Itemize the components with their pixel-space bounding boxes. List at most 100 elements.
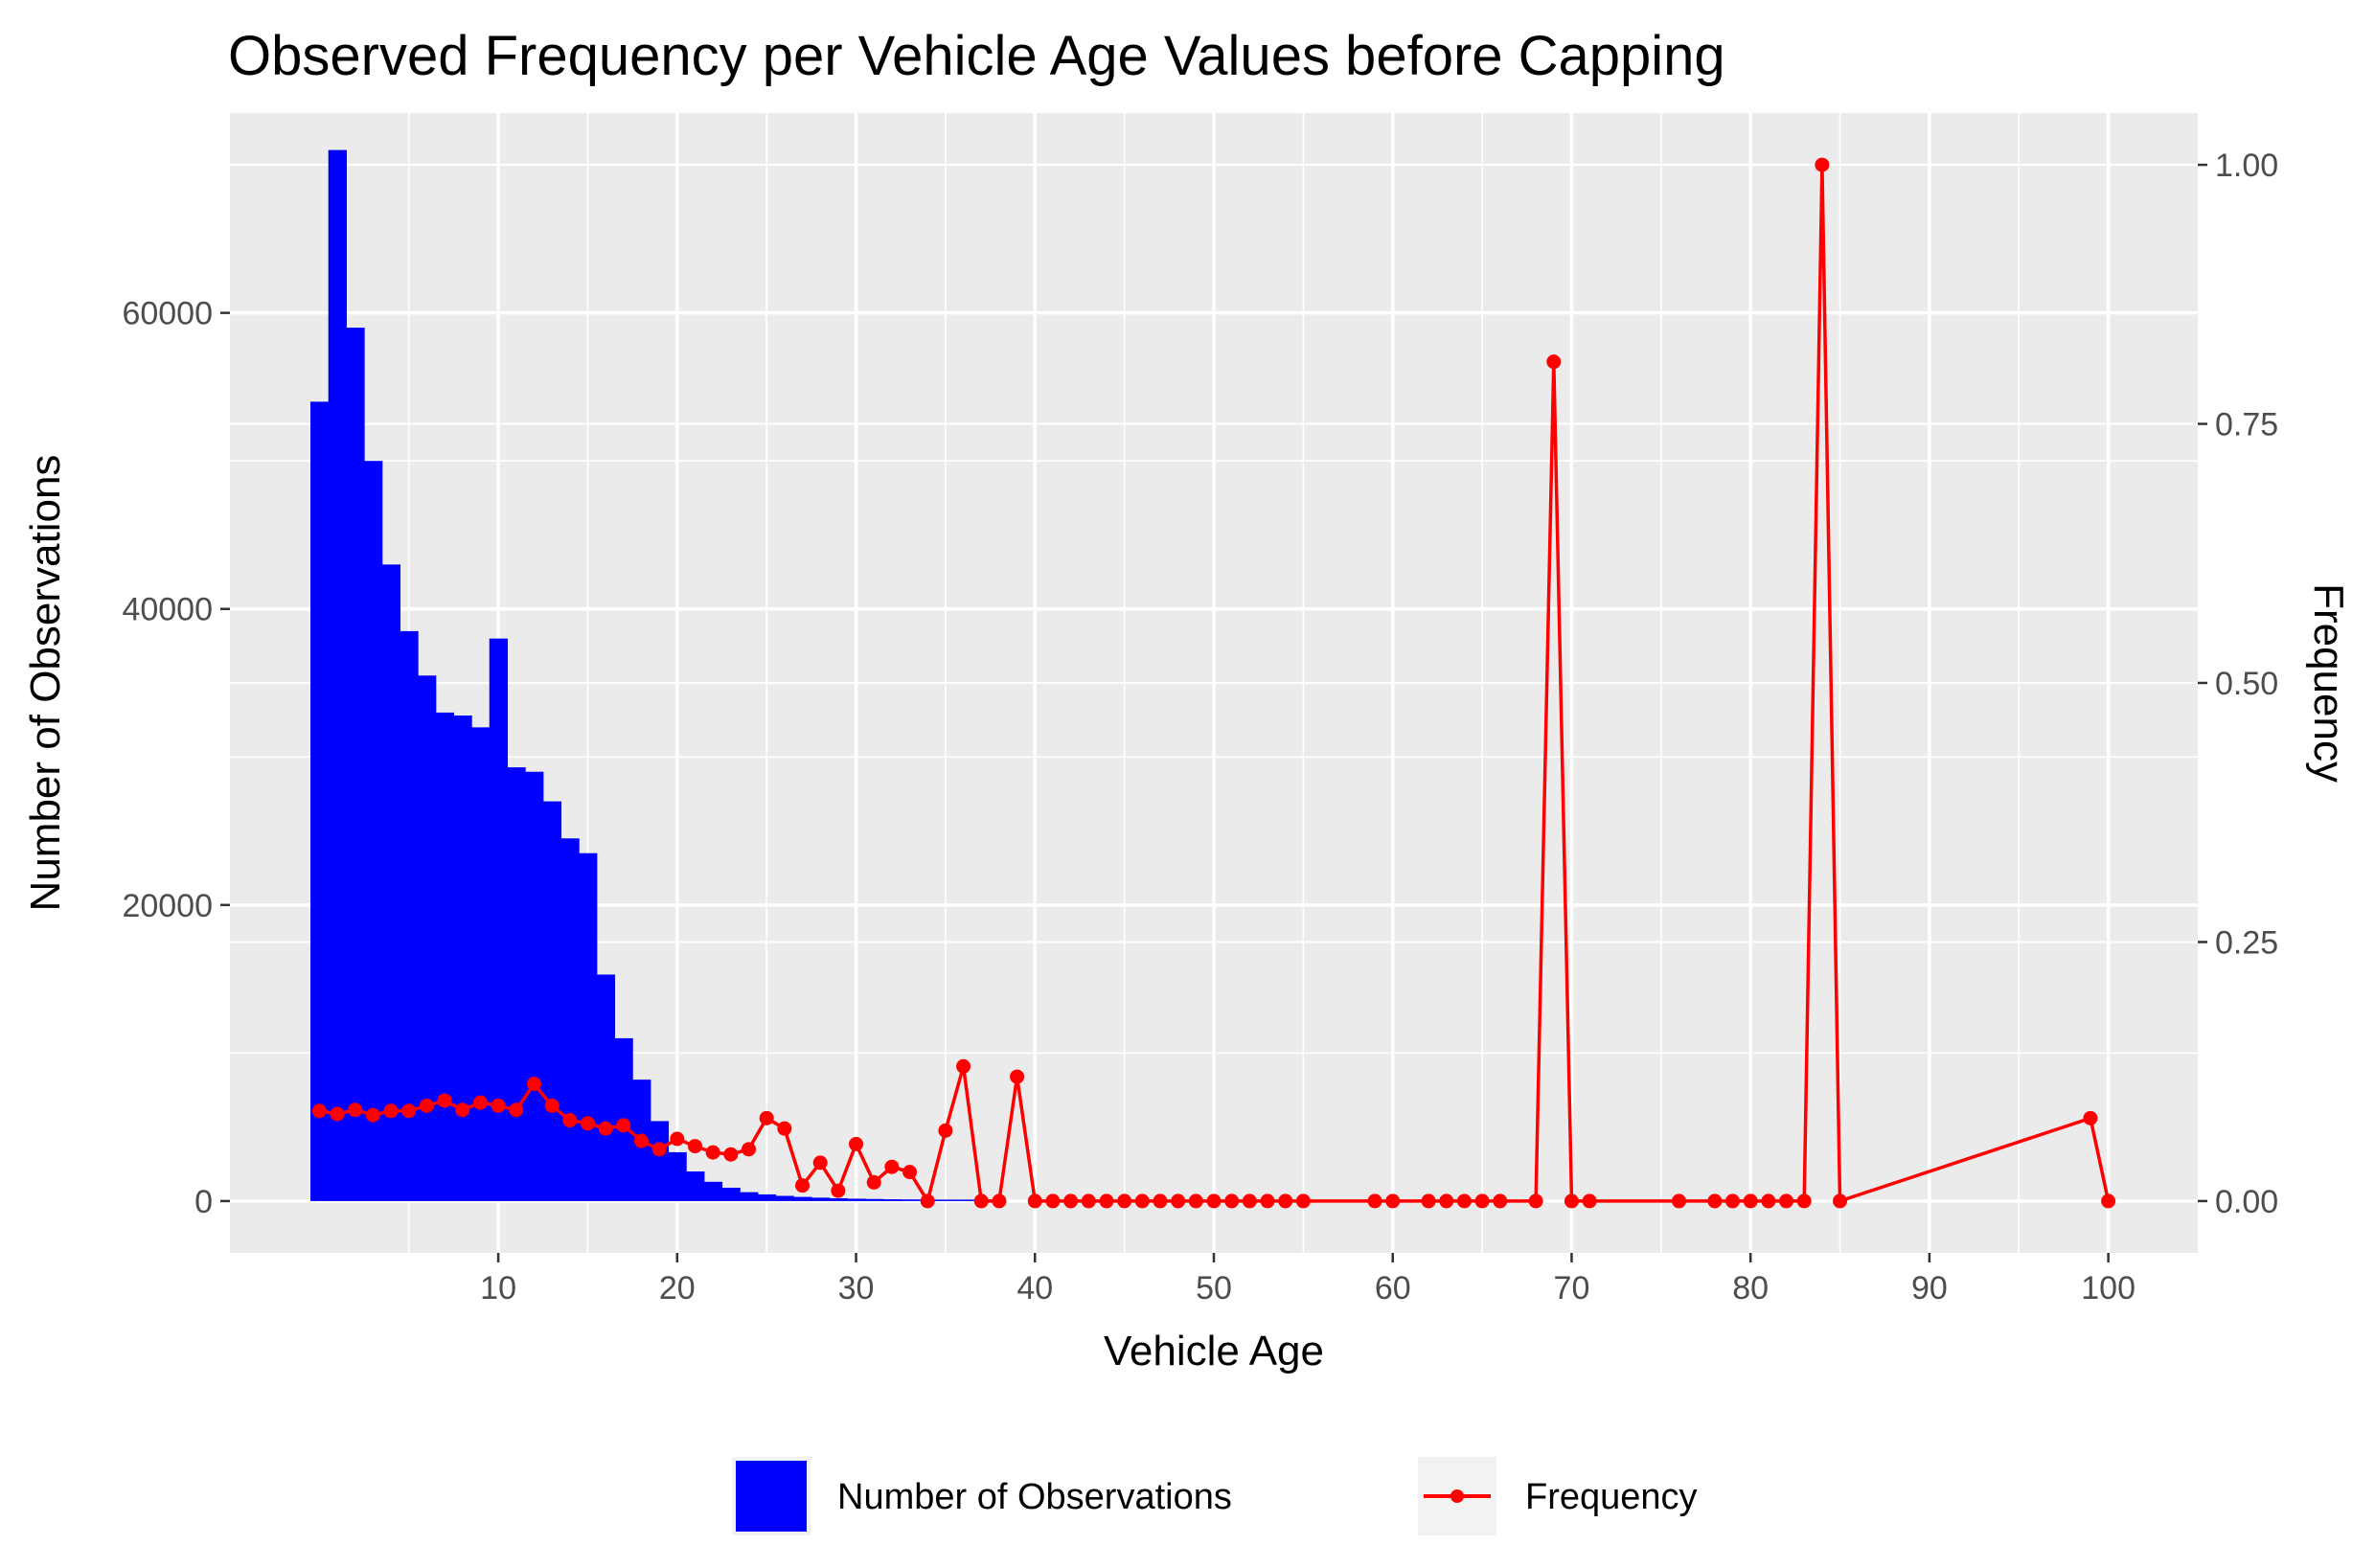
frequency-point xyxy=(742,1142,757,1157)
legend-label-observations: Number of Observations xyxy=(837,1477,1232,1517)
frequency-point xyxy=(1385,1193,1401,1209)
frequency-point xyxy=(365,1107,380,1123)
x-axis-title: Vehicle Age xyxy=(1104,1328,1324,1375)
bar xyxy=(721,1188,741,1201)
x-tick-label: 10 xyxy=(480,1270,516,1307)
frequency-point xyxy=(992,1193,1007,1209)
axes: 10 20 30 40 50 60 70 80 90 100 0 20000 40000 60000 0.0… xyxy=(122,148,2278,1307)
frequency-point xyxy=(1582,1193,1597,1209)
bar xyxy=(775,1195,794,1201)
y-left-tick-label: 0 xyxy=(194,1184,213,1220)
frequency-point xyxy=(831,1183,846,1198)
frequency-point xyxy=(1439,1193,1454,1209)
bar xyxy=(453,716,472,1201)
frequency-point xyxy=(1295,1193,1311,1209)
frequency-point xyxy=(1564,1193,1579,1209)
legend-key-frequency-point xyxy=(1450,1489,1464,1503)
frequency-point xyxy=(1188,1193,1203,1209)
chart-title: Observed Frequency per Vehicle Age Value… xyxy=(228,25,1725,87)
y-right-tick-label: 0.00 xyxy=(2215,1184,2278,1220)
bar xyxy=(489,638,509,1201)
frequency-point xyxy=(777,1121,792,1136)
frequency-point xyxy=(1260,1193,1275,1209)
frequency-point xyxy=(902,1165,918,1180)
bar xyxy=(954,1199,973,1201)
frequency-point xyxy=(1206,1193,1222,1209)
frequency-point xyxy=(687,1139,702,1154)
y-axis-right-title: Frequency xyxy=(2305,583,2352,783)
y-right-tick-label: 0.50 xyxy=(2215,666,2278,702)
frequency-point xyxy=(1367,1193,1382,1209)
bar xyxy=(936,1199,955,1201)
x-tick-label: 60 xyxy=(1375,1270,1411,1307)
bar xyxy=(882,1199,902,1201)
x-tick-label: 30 xyxy=(838,1270,875,1307)
x-tick-label: 50 xyxy=(1196,1270,1232,1307)
y-right-tick-label: 0.75 xyxy=(2215,407,2278,443)
x-tick-label: 70 xyxy=(1554,1270,1590,1307)
bar xyxy=(579,852,598,1201)
frequency-point xyxy=(1117,1193,1132,1209)
frequency-point xyxy=(455,1102,470,1118)
bar xyxy=(703,1181,723,1201)
bar xyxy=(310,401,330,1201)
frequency-point xyxy=(633,1133,649,1148)
frequency-point xyxy=(472,1095,488,1110)
bar xyxy=(560,838,580,1201)
frequency-point xyxy=(311,1103,327,1119)
frequency-point xyxy=(866,1174,881,1190)
frequency-point xyxy=(437,1093,452,1108)
frequency-point xyxy=(1493,1193,1508,1209)
frequency-point xyxy=(419,1098,434,1113)
frequency-point xyxy=(348,1102,363,1118)
frequency-point xyxy=(723,1147,739,1162)
frequency-point xyxy=(849,1136,864,1151)
frequency-point xyxy=(509,1102,524,1118)
x-tick-label: 80 xyxy=(1732,1270,1769,1307)
frequency-point xyxy=(544,1098,559,1113)
y-axis-left-title: Number of Observations xyxy=(22,455,69,912)
bar xyxy=(596,974,616,1201)
bar xyxy=(435,712,455,1201)
frequency-point xyxy=(1796,1193,1812,1209)
frequency-point xyxy=(1546,354,1562,370)
bar xyxy=(757,1193,777,1201)
frequency-point xyxy=(884,1159,900,1174)
frequency-point xyxy=(812,1155,828,1170)
bar xyxy=(418,675,437,1201)
frequency-point xyxy=(1153,1193,1168,1209)
frequency-point xyxy=(526,1077,541,1092)
legend: Number of Observations Frequency xyxy=(732,1457,1698,1535)
bar-series xyxy=(310,149,992,1201)
frequency-point xyxy=(616,1118,631,1133)
frequency-point xyxy=(1815,157,1830,172)
frequency-point xyxy=(1833,1193,1848,1209)
frequency-point xyxy=(1456,1193,1472,1209)
frequency-point xyxy=(1010,1069,1025,1084)
frequency-point xyxy=(580,1116,595,1131)
frequency-point xyxy=(1671,1193,1686,1209)
bar xyxy=(811,1197,831,1201)
frequency-series xyxy=(311,157,2116,1209)
bar xyxy=(901,1199,920,1201)
bar xyxy=(650,1121,670,1201)
y-left-tick-label: 60000 xyxy=(122,296,213,332)
bar xyxy=(864,1198,884,1201)
frequency-point xyxy=(759,1110,774,1125)
bar xyxy=(542,801,562,1201)
frequency-point xyxy=(1242,1193,1257,1209)
frequency-point xyxy=(956,1058,971,1074)
frequency-point xyxy=(383,1103,399,1119)
bar xyxy=(847,1198,866,1201)
frequency-point xyxy=(938,1123,953,1138)
legend-label-frequency: Frequency xyxy=(1525,1477,1698,1517)
bar xyxy=(829,1197,848,1201)
bar xyxy=(364,461,383,1201)
bar xyxy=(525,771,544,1201)
frequency-point xyxy=(1063,1193,1079,1209)
frequency-point xyxy=(1134,1193,1150,1209)
y-right-tick-label: 0.25 xyxy=(2215,924,2278,961)
frequency-point xyxy=(1171,1193,1186,1209)
frequency-point xyxy=(1278,1193,1293,1209)
